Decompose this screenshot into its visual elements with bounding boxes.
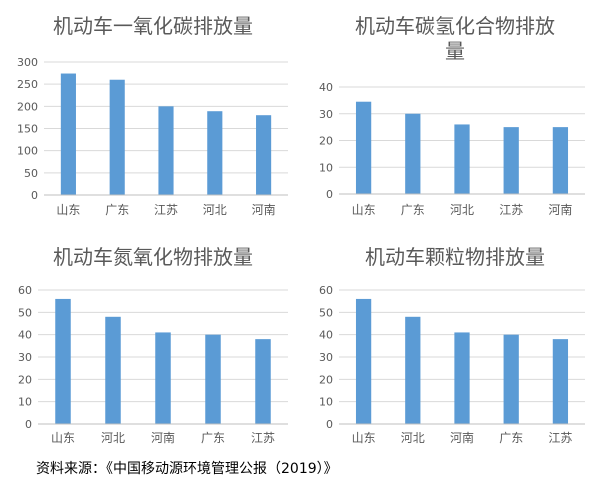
x-category-label: 河南 <box>450 430 474 445</box>
chart-title: 机动车一氧化碳排放量 <box>53 14 253 38</box>
x-category-label: 江苏 <box>548 431 572 445</box>
bar-山东 <box>55 298 71 424</box>
y-tick-label: 10 <box>18 396 32 409</box>
bar-江苏 <box>158 106 174 195</box>
y-tick-label: 30 <box>319 351 333 364</box>
bar-江苏 <box>503 127 519 194</box>
x-category-label: 江苏 <box>154 203 178 217</box>
x-category-label: 山东 <box>352 203 376 217</box>
bar-河北 <box>207 111 223 195</box>
x-category-label: 山东 <box>56 203 80 217</box>
bar-山东 <box>60 73 76 195</box>
chart-4: 机动车颗粒物排放量 0 10 20 30 40 50 60 山东 河北 河南 广东 江苏 <box>319 245 585 445</box>
chart-title: 机动车氮氧化物排放量 <box>53 245 253 269</box>
y-tick-label: 0 <box>31 189 38 202</box>
y-tick-label: 10 <box>319 396 333 409</box>
chart-title: 量 <box>445 39 465 63</box>
y-tick-label: 300 <box>17 56 38 69</box>
y-tick-label: 0 <box>326 188 333 201</box>
bar-河南 <box>454 332 470 424</box>
bar-广东 <box>405 113 421 194</box>
x-category-label: 河北 <box>101 431 125 445</box>
y-tick-label: 40 <box>319 329 333 342</box>
y-tick-label: 60 <box>319 284 333 297</box>
x-category-label: 山东 <box>51 431 75 445</box>
chart-3: 机动车氮氧化物排放量 0 10 20 30 40 50 60 山东 河北 河南 广东 江苏 <box>18 245 288 445</box>
bar-江苏 <box>255 339 271 424</box>
y-tick-label: 60 <box>18 284 32 297</box>
y-tick-label: 20 <box>319 373 333 386</box>
x-category-label: 河北 <box>401 431 425 445</box>
y-tick-label: 150 <box>17 123 38 136</box>
y-tick-label: 50 <box>18 306 32 319</box>
y-tick-label: 10 <box>319 161 333 174</box>
x-category-label: 广东 <box>201 431 225 445</box>
x-category-label: 江苏 <box>251 431 275 445</box>
y-tick-label: 50 <box>319 306 333 319</box>
bar-广东 <box>205 334 221 424</box>
chart-title: 机动车碳氢化合物排放 <box>355 14 555 38</box>
x-category-label: 广东 <box>401 203 425 217</box>
source-note: 资料来源：《中国移动源环境管理公报（2019）》 <box>36 461 338 477</box>
bar-河北 <box>405 316 421 424</box>
chart-1: 机动车一氧化碳排放量 0 50 100 150 200 250 300 山东 广东 江苏 河北 河南 <box>17 14 288 217</box>
bar-河北 <box>454 124 470 194</box>
x-category-label: 山东 <box>352 431 376 445</box>
y-tick-label: 20 <box>18 373 32 386</box>
y-tick-label: 0 <box>25 418 32 431</box>
bar-河北 <box>105 316 121 424</box>
y-tick-label: 30 <box>18 351 32 364</box>
x-category-label: 河南 <box>252 202 276 217</box>
bar-广东 <box>503 334 519 424</box>
y-tick-label: 250 <box>17 78 38 91</box>
bar-广东 <box>109 79 125 195</box>
y-tick-label: 100 <box>17 145 38 158</box>
bar-河南 <box>155 332 171 424</box>
x-category-label: 河北 <box>450 203 474 217</box>
x-category-label: 河南 <box>548 202 572 217</box>
y-tick-label: 20 <box>319 135 333 148</box>
x-category-label: 河北 <box>203 203 227 217</box>
x-category-label: 河南 <box>151 430 175 445</box>
bar-山东 <box>355 298 372 424</box>
x-category-label: 广东 <box>105 203 129 217</box>
y-tick-label: 30 <box>319 108 333 121</box>
bar-江苏 <box>552 339 569 424</box>
y-tick-label: 40 <box>18 329 32 342</box>
x-category-label: 江苏 <box>499 203 523 217</box>
y-tick-label: 50 <box>24 167 38 180</box>
y-tick-label: 0 <box>326 418 333 431</box>
bar-河南 <box>552 127 569 194</box>
y-tick-label: 200 <box>17 100 38 113</box>
chart-title: 机动车颗粒物排放量 <box>365 245 545 269</box>
y-tick-label: 40 <box>319 81 333 94</box>
x-category-label: 广东 <box>499 431 523 445</box>
bar-山东 <box>355 101 372 194</box>
bar-河南 <box>256 115 272 195</box>
